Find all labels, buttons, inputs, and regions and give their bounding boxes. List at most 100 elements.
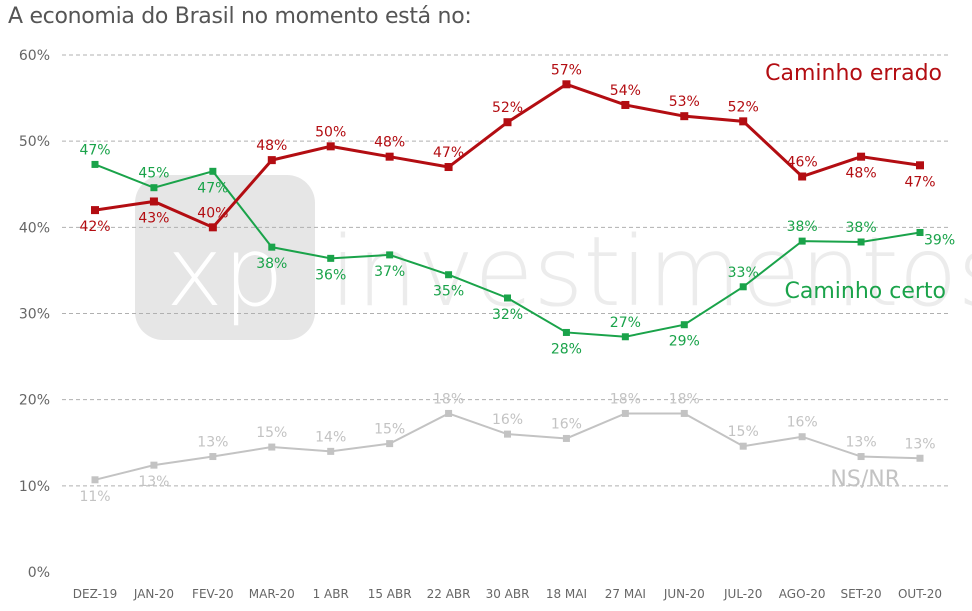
y-tick-label: 10% (19, 479, 50, 495)
data-point (326, 142, 335, 151)
x-axis: DEZ-19 JAN-20 FEV-20 MAR-20 1 ABR 15 ABR 22 AB… (73, 587, 942, 601)
data-label: 35% (433, 284, 464, 300)
data-label: 13% (197, 435, 228, 451)
x-tick-label: SET-20 (841, 587, 882, 601)
data-point (503, 118, 512, 127)
data-point (327, 254, 335, 262)
data-label: 27% (610, 315, 641, 331)
data-point (857, 152, 866, 161)
x-tick-label: 18 MAI (546, 587, 587, 601)
data-label: 42% (79, 219, 110, 235)
series-caminho-errado: 42% 43% 40% 48% 50% 48% 47% 52% 57% 54% 53% 52% 46% 4… (79, 62, 935, 235)
series-layer: 11% 13% 13% 15% 14% 15% 18% 16% 16% 18% 18% 15% 16% 1… (79, 62, 955, 505)
data-label: 13% (138, 474, 169, 490)
data-point (209, 453, 217, 461)
data-label: 18% (610, 391, 641, 407)
data-point (504, 294, 511, 302)
data-point (562, 434, 570, 442)
x-tick-label: OUT-20 (898, 587, 942, 601)
watermark-box (135, 175, 315, 340)
data-label: 47% (904, 174, 935, 190)
data-point (504, 430, 511, 438)
data-label: 29% (669, 334, 700, 350)
data-point (327, 447, 335, 455)
x-tick-label: JUL-20 (723, 587, 762, 601)
data-point (444, 163, 453, 172)
data-label: 16% (492, 412, 523, 428)
watermark-brand: xp (166, 216, 284, 328)
data-label: 38% (846, 220, 877, 236)
data-point (91, 160, 99, 168)
data-label: 33% (728, 265, 759, 281)
data-point (916, 454, 924, 462)
data-label: 45% (138, 166, 169, 182)
series-label: NS/NR (830, 467, 900, 492)
data-label: 50% (315, 124, 346, 140)
data-point (150, 461, 158, 469)
data-label: 15% (256, 425, 287, 441)
data-point (267, 156, 276, 165)
y-tick-label: 20% (19, 393, 50, 409)
data-point (562, 328, 570, 336)
data-point (149, 197, 158, 206)
x-tick-label: 27 MAI (605, 587, 646, 601)
data-point (621, 333, 629, 341)
x-tick-label: FEV-20 (192, 587, 234, 601)
data-point (445, 409, 453, 417)
data-label: 28% (551, 341, 582, 357)
x-tick-label: 15 ABR (368, 587, 412, 601)
data-point (739, 117, 748, 126)
data-point (385, 152, 394, 161)
data-label: 18% (669, 391, 700, 407)
data-point (680, 409, 688, 417)
series-ns-nr: 11% 13% 13% 15% 14% 15% 18% 16% 16% 18% 18% 15% 16% 1… (79, 391, 935, 504)
data-point (857, 238, 865, 246)
data-label: 47% (79, 142, 110, 158)
data-label: 48% (256, 138, 287, 154)
data-point (209, 167, 217, 175)
data-label: 11% (79, 489, 110, 505)
data-point (386, 440, 394, 448)
data-label: 15% (374, 422, 405, 438)
data-label: 47% (433, 145, 464, 161)
x-tick-label: DEZ-19 (73, 587, 117, 601)
data-label: 32% (492, 307, 523, 323)
series-label: Caminho errado (765, 61, 942, 86)
data-label: 53% (669, 94, 700, 110)
series-label: Caminho certo (785, 279, 947, 304)
x-tick-label: 22 ABR (427, 587, 471, 601)
x-tick-label: MAR-20 (249, 587, 295, 601)
data-label: 40% (197, 205, 228, 221)
data-point (680, 112, 689, 121)
y-tick-label: 40% (19, 220, 50, 236)
data-label: 14% (315, 429, 346, 445)
data-point (208, 223, 217, 232)
data-label: 38% (787, 219, 818, 235)
data-point (268, 443, 276, 451)
y-tick-label: 60% (19, 48, 50, 64)
watermark-logo: xp investimentos (135, 175, 972, 340)
data-label: 16% (551, 416, 582, 432)
data-point (798, 433, 806, 441)
y-tick-label: 0% (28, 565, 50, 581)
data-point (916, 161, 924, 170)
data-label: 13% (904, 436, 935, 452)
data-point (798, 172, 807, 181)
watermark-text: investimentos (330, 216, 972, 328)
data-point (857, 453, 865, 461)
data-point (739, 283, 747, 291)
data-point (562, 80, 571, 89)
data-label: 54% (610, 83, 641, 99)
data-label: 37% (374, 264, 405, 280)
data-point (268, 243, 276, 251)
y-tick-label: 30% (19, 307, 50, 323)
data-point (621, 409, 629, 417)
x-tick-label: 1 ABR (313, 587, 349, 601)
data-label: 52% (492, 100, 523, 116)
data-label: 38% (256, 256, 287, 272)
data-label: 43% (138, 210, 169, 226)
data-point (150, 184, 158, 192)
data-point (91, 206, 99, 215)
data-label: 36% (315, 267, 346, 283)
data-label: 18% (433, 391, 464, 407)
